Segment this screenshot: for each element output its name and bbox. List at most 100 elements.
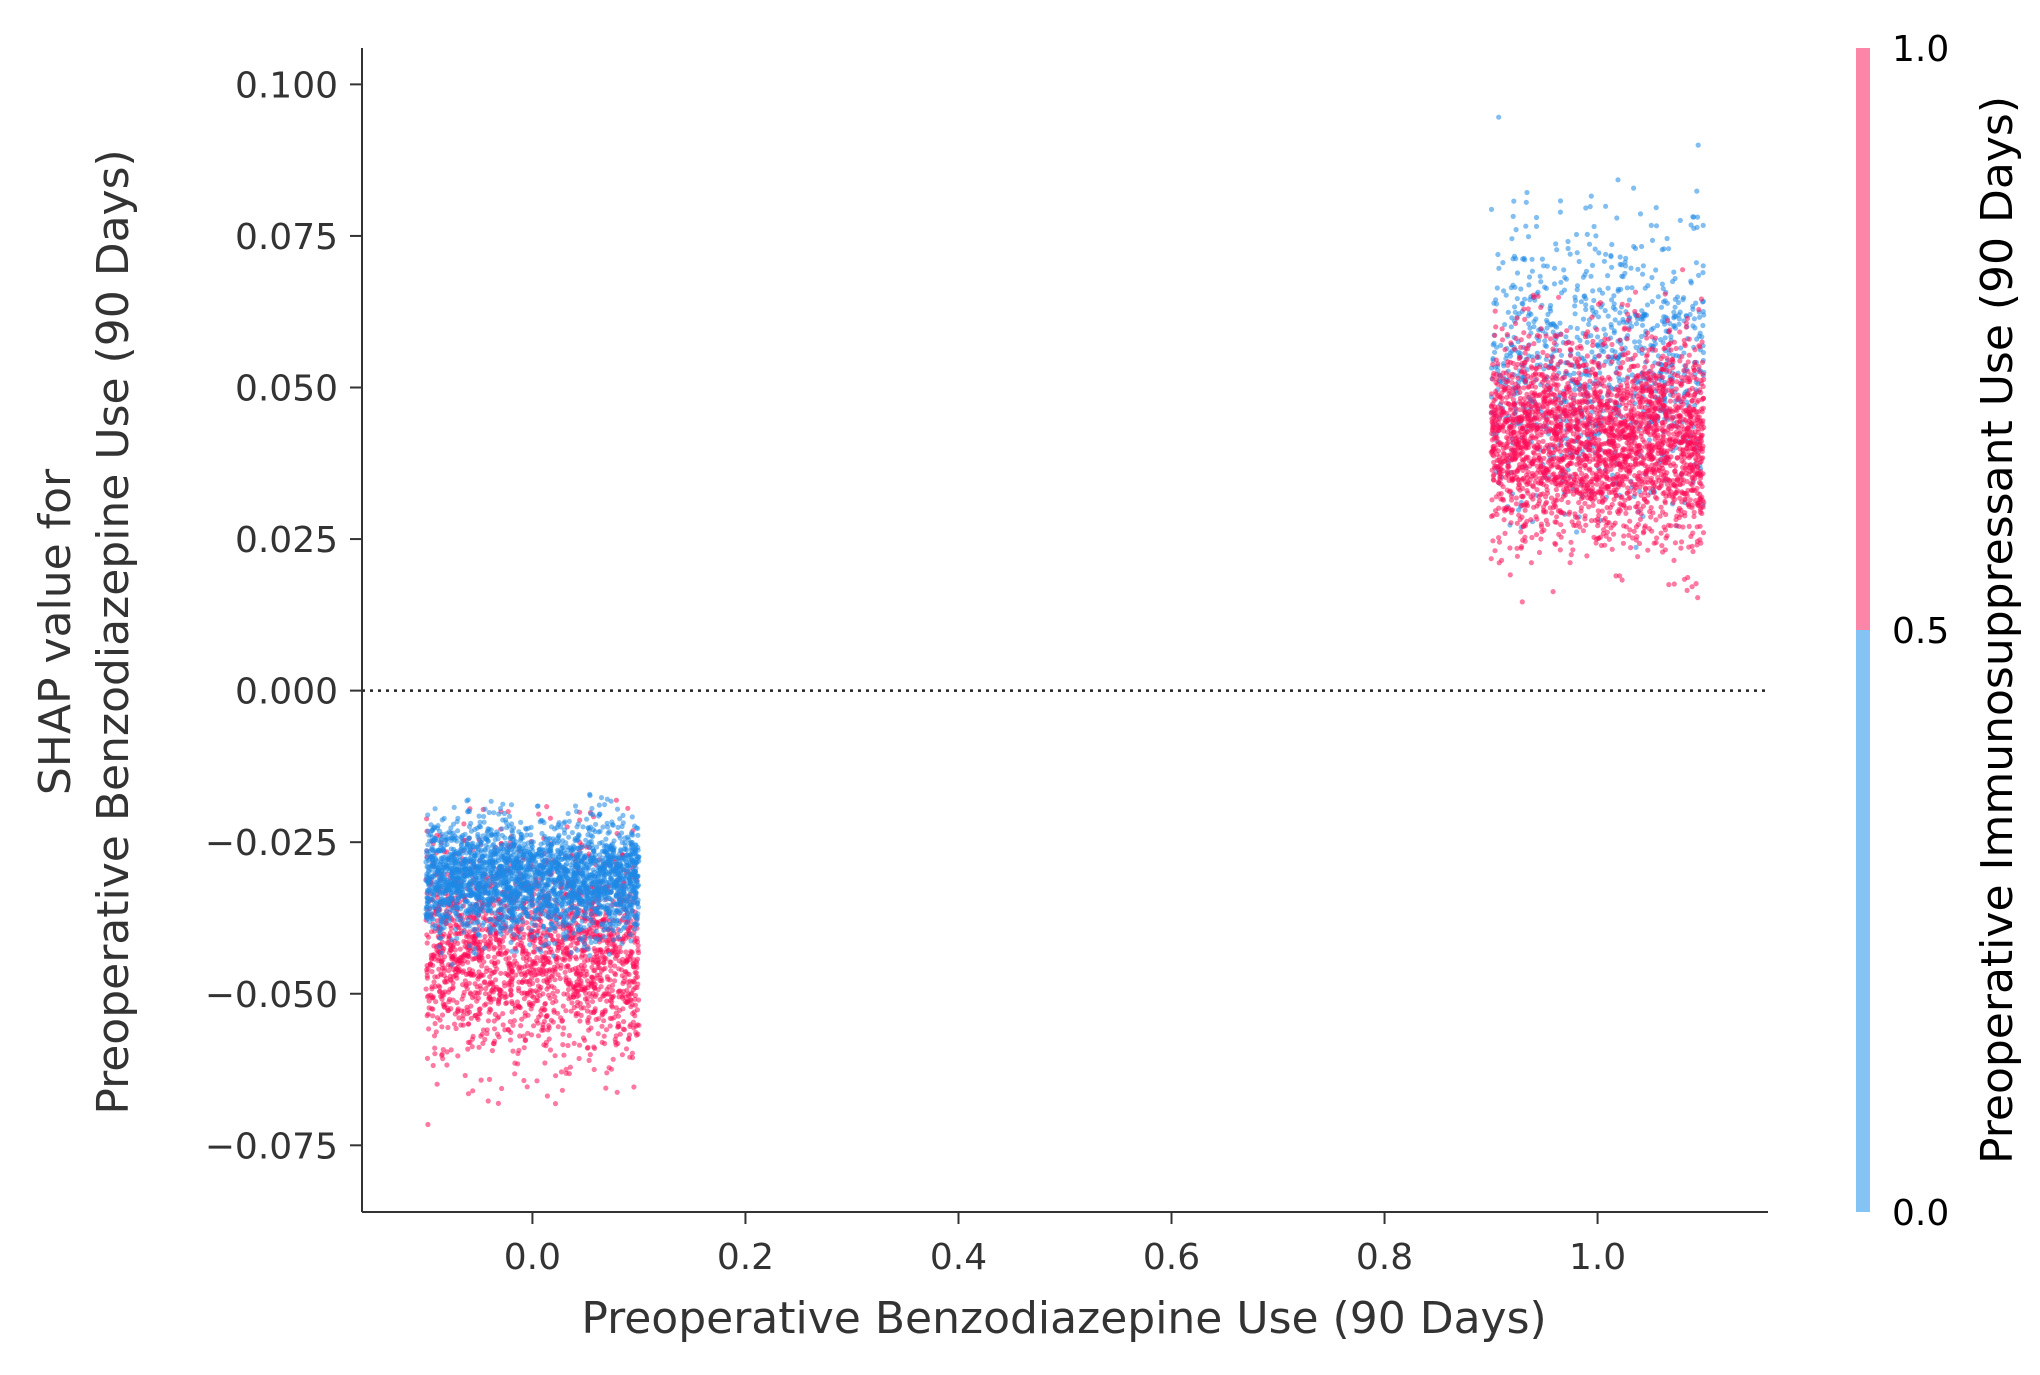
scatter-point xyxy=(470,1088,476,1094)
scatter-point xyxy=(1492,349,1498,355)
scatter-point xyxy=(567,1064,574,1070)
scatter-point xyxy=(604,940,610,946)
scatter-point xyxy=(607,977,613,983)
scatter-point xyxy=(575,940,581,946)
scatter-point xyxy=(432,1020,438,1027)
scatter-point xyxy=(599,922,605,928)
scatter-point xyxy=(626,983,632,989)
scatter-point xyxy=(1557,198,1564,204)
scatter-point xyxy=(429,969,435,975)
scatter-point xyxy=(596,965,602,971)
scatter-point xyxy=(632,969,638,976)
scatter-point xyxy=(445,1024,451,1031)
scatter-point xyxy=(485,890,491,897)
scatter-point xyxy=(1490,342,1496,348)
scatter-point xyxy=(593,928,599,934)
scatter-point xyxy=(481,1002,488,1008)
scatter-point xyxy=(476,1010,482,1017)
scatter-point xyxy=(498,970,504,976)
scatter-point xyxy=(613,1005,619,1011)
scatter-point xyxy=(527,987,534,993)
scatter-point xyxy=(632,996,638,1002)
scatter-point xyxy=(601,960,607,966)
scatter-point xyxy=(451,804,457,811)
scatter-point xyxy=(461,929,467,935)
scatter-point xyxy=(524,992,530,998)
scatter-point xyxy=(1509,236,1515,242)
scatter-point xyxy=(441,871,447,878)
scatter-point xyxy=(576,1055,582,1062)
scatter-point xyxy=(600,949,606,955)
scatter-point xyxy=(629,847,635,854)
scatter-point xyxy=(598,795,605,801)
scatter-point xyxy=(595,1031,601,1037)
scatter-point xyxy=(424,1055,431,1061)
scatter-point xyxy=(1653,223,1660,229)
scatter-point xyxy=(609,1016,615,1022)
scatter-point xyxy=(435,974,441,980)
scatter-point xyxy=(607,1023,613,1029)
scatter-point xyxy=(494,1031,501,1037)
scatter-point xyxy=(536,862,542,868)
scatter-point xyxy=(476,813,482,819)
scatter-point xyxy=(458,883,464,889)
scatter-point xyxy=(482,945,488,951)
scatter-point xyxy=(465,959,471,965)
scatter-point xyxy=(534,1078,540,1084)
scatter-point xyxy=(564,991,571,997)
scatter-point xyxy=(476,1006,482,1013)
scatter-point xyxy=(425,1121,431,1128)
scatter-point xyxy=(1599,347,1605,353)
scatter-point xyxy=(584,929,590,936)
scatter-point xyxy=(1639,322,1646,328)
scatter-point xyxy=(632,921,638,927)
scatter-point xyxy=(472,940,478,947)
scatter-point xyxy=(496,913,502,920)
scatter-point xyxy=(604,820,610,827)
scatter-point xyxy=(449,890,455,896)
scatter-point xyxy=(578,866,585,872)
scatter-point xyxy=(523,954,530,961)
scatter-point xyxy=(579,858,585,864)
scatter-point xyxy=(491,852,497,858)
scatter-point xyxy=(568,950,574,956)
scatter-point xyxy=(453,956,460,962)
scatter-point xyxy=(583,837,589,843)
scatter-point xyxy=(449,961,455,968)
scatter-point xyxy=(562,936,569,942)
scatter-point xyxy=(424,975,430,981)
scatter-point xyxy=(507,1037,514,1043)
scatter-point xyxy=(465,917,471,923)
scatter-point xyxy=(1508,324,1514,330)
scatter-point xyxy=(486,809,492,816)
scatter-point xyxy=(585,1017,591,1024)
scatter-point xyxy=(570,938,576,944)
scatter-point xyxy=(544,804,550,810)
scatter-point xyxy=(1559,290,1565,296)
scatter-point xyxy=(545,888,551,894)
scatter-point xyxy=(471,857,477,863)
scatter-point xyxy=(579,918,585,924)
scatter-point xyxy=(517,934,523,940)
scatter-point xyxy=(634,956,641,962)
scatter-point xyxy=(538,949,544,955)
scatter-point xyxy=(583,905,589,911)
scatter-point xyxy=(621,883,627,889)
scatter-point xyxy=(429,891,435,897)
scatter-point xyxy=(1653,205,1659,211)
scatter-point xyxy=(482,806,488,812)
scatter-point xyxy=(582,913,588,919)
scatter-point xyxy=(599,1023,605,1029)
scatter-point xyxy=(625,805,631,811)
scatter-point xyxy=(552,826,558,832)
scatter-point xyxy=(565,1042,571,1049)
scatter-point xyxy=(503,840,509,846)
scatter-point xyxy=(511,836,517,843)
scatter-point xyxy=(1580,274,1586,280)
scatter-point xyxy=(462,845,468,851)
scatter-point xyxy=(533,922,539,928)
scatter-point xyxy=(521,996,528,1002)
scatter-point xyxy=(481,813,487,820)
scatter-point xyxy=(614,1089,620,1095)
scatter-point xyxy=(439,950,445,956)
